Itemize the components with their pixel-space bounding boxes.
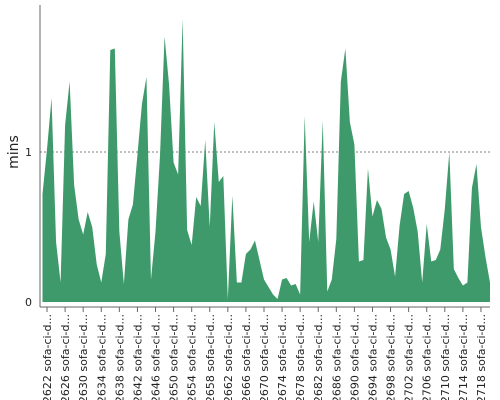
y-tick-label: 0 (25, 296, 32, 309)
x-tick-label: #2678 sofa-ci-d... (294, 314, 307, 400)
x-tick-label: #2626 sofa-ci-d... (59, 314, 72, 400)
x-tick-label: #2682 sofa-ci-d... (312, 314, 325, 400)
x-tick-label: #2646 sofa-ci-d... (150, 314, 163, 400)
x-tick-label: #2686 sofa-ci-d... (330, 314, 343, 400)
x-tick-label: #2714 sofa-ci-d... (457, 314, 470, 400)
x-tick-label: #2698 sofa-ci-d... (385, 314, 398, 400)
x-tick-label: #2694 sofa-ci-d... (366, 314, 379, 400)
x-tick-label: #2706 sofa-ci-d... (421, 314, 434, 400)
x-tick-label: #2718 sofa-ci-d... (475, 314, 488, 400)
x-tick-label: #2662 sofa-ci-d... (222, 314, 235, 400)
x-tick-label: #2622 sofa-ci-d... (41, 314, 54, 400)
x-tick-label: #2670 sofa-ci-d... (258, 314, 271, 400)
x-tick-label: #2654 sofa-ci-d... (186, 314, 199, 400)
x-tick-label: #2666 sofa-ci-d... (240, 314, 253, 400)
x-tick-label: #2674 sofa-ci-d... (276, 314, 289, 400)
y-tick-label: 1 (25, 146, 32, 159)
x-tick-label: #2638 sofa-ci-d... (113, 314, 126, 400)
area-layer (42, 18, 490, 302)
x-tick-label: #2630 sofa-ci-d... (77, 314, 90, 400)
area-series (42, 18, 490, 302)
x-tick-label: #2690 sofa-ci-d... (348, 314, 361, 400)
x-tick-label: #2658 sofa-ci-d... (204, 314, 217, 400)
y-axis-label: mins (6, 135, 22, 169)
x-tick-label: #2642 sofa-ci-d... (131, 314, 144, 400)
y-ticks: 01 (25, 146, 32, 309)
x-tick-label: #2702 sofa-ci-d... (403, 314, 416, 400)
x-tick-label: #2634 sofa-ci-d... (95, 314, 108, 400)
x-tick-label: #2650 sofa-ci-d... (168, 314, 181, 400)
axis-layer (39, 5, 490, 308)
x-tick-label: #2710 sofa-ci-d... (439, 314, 452, 400)
x-ticks: #2622 sofa-ci-d... #2626 sofa-ci-d... #263… (41, 307, 488, 400)
